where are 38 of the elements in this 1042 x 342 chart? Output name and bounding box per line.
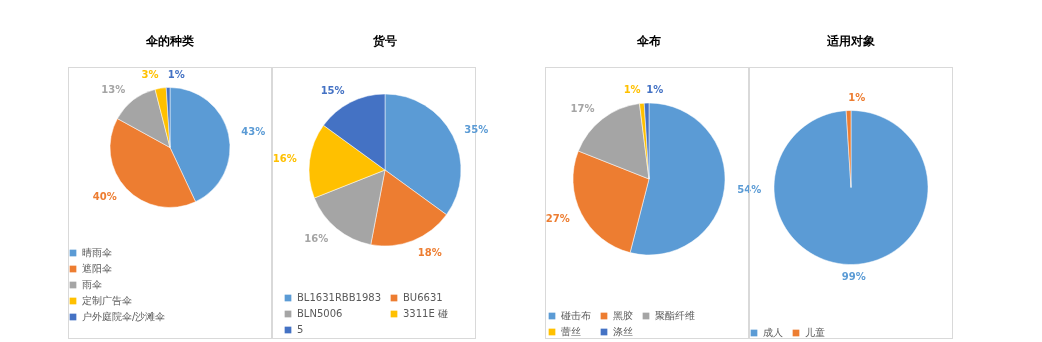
legend-label: 蕾丝 xyxy=(561,326,581,337)
data-label: 40% xyxy=(92,191,117,203)
legend-label: 黑胶 xyxy=(613,310,633,321)
legend-label: BU6631 xyxy=(403,292,443,303)
data-label: 99% xyxy=(841,271,866,283)
legend-label: 雨伞 xyxy=(82,279,102,290)
pie-slice xyxy=(773,110,929,265)
legend-label: BL1631RBB1983 xyxy=(297,292,381,303)
chart-title: 伞的种类 xyxy=(145,34,194,48)
legend-label: 户外庭院伞/沙滩伞 xyxy=(82,311,166,322)
legend-label: 定制广告伞 xyxy=(82,295,132,306)
data-label: 35% xyxy=(464,123,489,135)
legend-label: 5 xyxy=(297,324,304,335)
data-label: 1% xyxy=(646,84,664,96)
data-label: 15% xyxy=(320,84,345,96)
data-label: 43% xyxy=(241,125,266,137)
legend-label: 碰击布 xyxy=(560,310,591,321)
data-label: 16% xyxy=(272,152,297,164)
data-label: 13% xyxy=(101,83,126,95)
data-label: 1% xyxy=(848,91,866,103)
legend-label: 遮阳伞 xyxy=(82,263,112,274)
chart-title: 货号 xyxy=(372,34,397,48)
legend-label: 晴雨伞 xyxy=(82,247,112,258)
data-label: 16% xyxy=(304,232,329,244)
data-label: 17% xyxy=(570,102,595,114)
legend-label: 成人 xyxy=(763,327,783,338)
data-label: 1% xyxy=(623,84,641,96)
legend-label: BLN5006 xyxy=(297,308,343,319)
data-label: 27% xyxy=(545,213,570,225)
chart-title: 适用对象 xyxy=(826,34,875,48)
legend-label: 涤丝 xyxy=(613,326,633,337)
legend-label: 儿童 xyxy=(805,327,825,338)
data-label: 18% xyxy=(417,246,442,258)
data-label: 3% xyxy=(141,69,159,81)
legend-label: 3311E 碰 xyxy=(403,308,448,319)
chart-title: 伞布 xyxy=(636,34,661,48)
data-label: 1% xyxy=(167,68,185,80)
legend-label: 聚酯纤维 xyxy=(655,310,695,321)
